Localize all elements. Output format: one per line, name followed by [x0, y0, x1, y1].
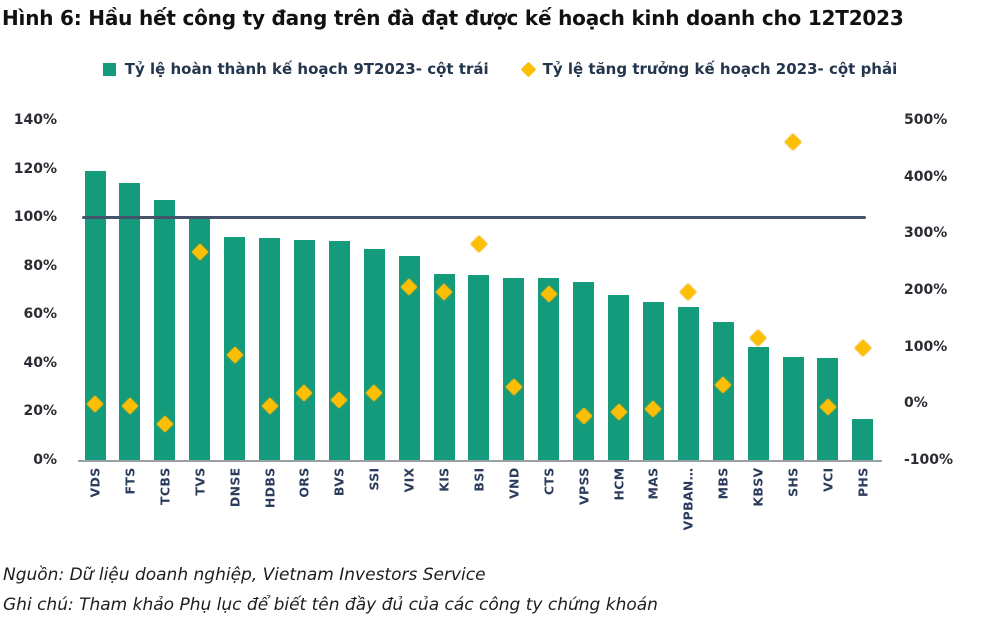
category-label-VPBAN: VPBAN… [680, 467, 696, 530]
category-label-TCBS: TCBS [157, 467, 173, 505]
bar-BVS [328, 241, 350, 460]
right-axis-tick-label: 100% [904, 338, 948, 355]
category-label-MAS: MAS [645, 467, 661, 500]
source-note: Nguồn: Dữ liệu doanh nghiệp, Vietnam Inv… [3, 565, 486, 585]
legend-item-growth: Tỷ lệ tăng trưởng kế hoạch 2023- cột phả… [520, 60, 898, 78]
category-label-PHS: PHS [855, 467, 871, 497]
left-axis-tick-label: 20% [23, 403, 57, 420]
legend-item-completion: Tỷ lệ hoàn thành kế hoạch 9T2023- cột tr… [102, 60, 489, 78]
reference-line-100pct [82, 215, 866, 219]
bar-MAS [642, 302, 664, 460]
left-axis-tick-label: 60% [23, 306, 57, 323]
category-label-HCM: HCM [611, 467, 626, 500]
left-axis-tick-label: 100% [13, 209, 57, 226]
left-axis-tick-label: 0% [33, 452, 57, 468]
category-label-KIS: KIS [436, 467, 452, 492]
left-axis-tick-label: 120% [13, 160, 57, 177]
chart-title: Hình 6: Hầu hết công ty đang trên đà đạt… [2, 6, 904, 30]
bar-SSI [363, 248, 385, 460]
diamond-BSI [470, 235, 488, 253]
bar-KBSV [747, 347, 769, 460]
left-axis-tick-label: 140% [13, 112, 57, 128]
category-label-VPSS: VPSS [576, 467, 592, 505]
category-label-ORS: ORS [296, 467, 312, 498]
bar-KIS [433, 274, 455, 460]
bar-HDBS [259, 237, 280, 460]
right-axis-tick-label: 300% [904, 225, 948, 242]
right-axis-tick-label: -100% [904, 452, 954, 468]
category-label-BVS: BVS [331, 467, 347, 496]
diamond-SHS [784, 133, 802, 151]
category-label-KBSV: KBSV [750, 467, 766, 507]
x-axis-line [78, 460, 882, 462]
category-label-DNSE: DNSE [227, 467, 243, 507]
category-label-VCI: VCI [820, 467, 836, 492]
category-label-SHS: SHS [785, 467, 801, 497]
bar-VDS [84, 171, 106, 460]
legend: Tỷ lệ hoàn thành kế hoạch 9T2023- cột tr… [0, 58, 1000, 80]
bar-ORS [293, 240, 315, 460]
footer: Nguồn: Dữ liệu doanh nghiệp, Vietnam Inv… [3, 560, 658, 620]
right-axis-tick-label: 200% [904, 282, 948, 298]
diamond-KBSV [749, 329, 767, 347]
right-axis-tick-label: 0% [904, 395, 928, 412]
category-label-VND: VND [506, 467, 522, 499]
left-axis-tick-label: 40% [23, 354, 57, 371]
bar-HCM [608, 294, 629, 460]
legend-label-completion: Tỷ lệ hoàn thành kế hoạch 9T2023- cột tr… [124, 60, 489, 78]
category-label-BSI: BSI [471, 467, 487, 492]
category-label-VIX: VIX [401, 467, 417, 492]
bar-TCBS [154, 200, 176, 460]
footnote: Ghi chú: Tham khảo Phụ lục để biết tên đ… [3, 595, 658, 615]
category-label-MBS: MBS [715, 467, 731, 499]
bar-BSI [468, 275, 490, 460]
right-axis-tick-label: 500% [904, 112, 948, 128]
right-axis-tick-label: 400% [904, 168, 948, 185]
bar-VPBAN… [677, 307, 699, 460]
bar-SHS [782, 356, 804, 460]
bar-VIX [398, 256, 420, 460]
category-label-SSI: SSI [366, 467, 382, 490]
bar-VND [503, 277, 525, 460]
diamond-PHS [854, 339, 872, 357]
diamond-VPBAN… [679, 283, 697, 301]
bar-VPSS [573, 281, 595, 460]
legend-label-growth: Tỷ lệ tăng trưởng kế hoạch 2023- cột phả… [542, 60, 898, 78]
bar-CTS [538, 277, 560, 460]
left-axis-tick-label: 80% [23, 257, 57, 274]
bar-FTS [119, 183, 141, 460]
bar-series-swatch-icon [102, 62, 116, 76]
category-label-VDS: VDS [87, 467, 103, 497]
bar-PHS [852, 418, 874, 460]
category-label-FTS: FTS [122, 467, 138, 494]
category-label-TVS: TVS [192, 467, 208, 496]
category-label-CTS: CTS [541, 467, 557, 495]
bar-TVS [189, 217, 211, 460]
category-label-HDBS: HDBS [262, 467, 277, 508]
